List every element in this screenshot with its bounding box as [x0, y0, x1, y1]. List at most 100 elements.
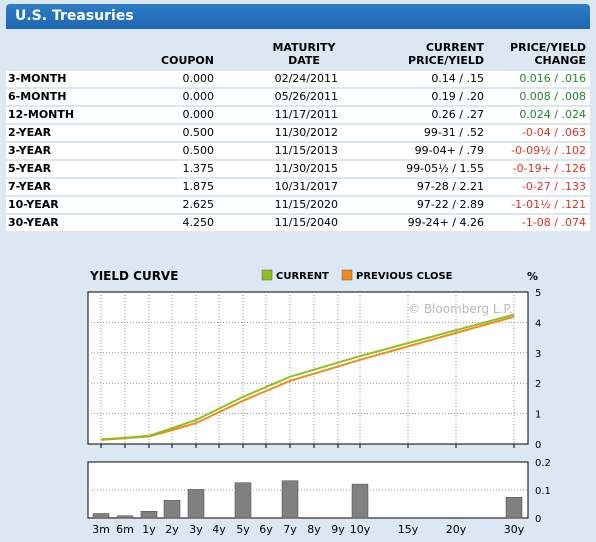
change-cell: -1-01½ / .121: [488, 197, 590, 213]
x-tick-label: 7y: [283, 523, 297, 536]
y-tick-label: 1: [535, 410, 541, 421]
col-coupon-header: COUPON: [161, 54, 214, 67]
line-plot-area: [87, 291, 529, 445]
y-tick-label: 5: [535, 288, 541, 299]
coupon-cell: 0.500: [106, 125, 218, 141]
legend-previous-swatch: [341, 269, 353, 281]
maturity-cell: 11/15/2020: [218, 197, 342, 213]
col-change-text: PRICE/YIELD CHANGE: [510, 41, 586, 67]
change-bar: [351, 483, 369, 519]
maturity-cell: 11/30/2015: [218, 161, 342, 177]
table-row: 7-YEAR 1.875 10/31/2017 97-28 / 2.21 -0-27 /…: [6, 179, 590, 195]
col-price-header: CURRENT PRICE/YIELD: [342, 41, 488, 69]
coupon-cell: 4.250: [106, 215, 218, 231]
change-cell: -0-19+ / .126: [488, 161, 590, 177]
x-tick-label: 30y: [504, 523, 525, 536]
y-tick-label: 0: [535, 440, 541, 451]
current-series-line: [100, 313, 515, 441]
coupon-cell: 1.375: [106, 161, 218, 177]
coupon-cell: 0.000: [106, 89, 218, 105]
table-row: 5-YEAR 1.375 11/30/2015 99-05½ / 1.55 -0-19+…: [6, 161, 590, 177]
col-maturity-header: MATURITY DATE: [218, 41, 342, 69]
term-cell: 3-YEAR: [6, 143, 106, 159]
maturity-cell: 11/17/2011: [218, 107, 342, 123]
table-row: 3-YEAR 0.500 11/15/2013 99-04+ / .79 -0-09½ …: [6, 143, 590, 159]
legend-current-label: CURRENT: [276, 271, 329, 282]
x-tick-label: 9y: [331, 523, 345, 536]
y-tick-label: 2: [535, 379, 541, 390]
x-tick-label: 1y: [142, 523, 156, 536]
term-cell: 3-MONTH: [6, 71, 106, 87]
price-yield-cell: 0.26 / .27: [342, 107, 488, 123]
col-change-header: PRICE/YIELD CHANGE: [488, 41, 590, 69]
price-yield-cell: 0.19 / .20: [342, 89, 488, 105]
y-tick-label: 4: [535, 318, 541, 329]
change-bar: [234, 482, 252, 519]
change-bar: [163, 500, 181, 519]
price-yield-cell: 97-28 / 2.21: [342, 179, 488, 195]
x-tick-label: 4y: [212, 523, 226, 536]
change-bar: [116, 515, 134, 519]
change-cell: -0-09½ / .102: [488, 143, 590, 159]
treasuries-table: COUPON MATURITY DATE CURRENT PRICE/YIELD…: [6, 39, 590, 233]
change-cell: 0.016 / .016: [488, 71, 590, 87]
chart-panel: YIELD CURVE CURRENT PREVIOUS CLOSE % © B…: [0, 262, 596, 538]
price-yield-cell: 99-31 / .52: [342, 125, 488, 141]
chart-title: YIELD CURVE: [89, 269, 178, 283]
maturity-cell: 02/24/2011: [218, 71, 342, 87]
maturity-cell: 11/30/2012: [218, 125, 342, 141]
term-cell: 5-YEAR: [6, 161, 106, 177]
y-tick-label: 3: [535, 349, 541, 360]
change-cell: 0.024 / .024: [488, 107, 590, 123]
legend: CURRENT PREVIOUS CLOSE: [261, 269, 453, 282]
change-bar: [281, 480, 299, 519]
term-cell: 6-MONTH: [6, 89, 106, 105]
change-cell: -0-04 / .063: [488, 125, 590, 141]
coupon-cell: 1.875: [106, 179, 218, 195]
coupon-cell: 0.000: [106, 71, 218, 87]
table-row: 3-MONTH 0.000 02/24/2011 0.14 / .15 0.016 / …: [6, 71, 590, 87]
term-cell: 30-YEAR: [6, 215, 106, 231]
table-row: 10-YEAR 2.625 11/15/2020 97-22 / 2.89 -1-01½…: [6, 197, 590, 213]
coupon-cell: 0.000: [106, 107, 218, 123]
legend-current-swatch: [261, 269, 273, 281]
change-bar: [140, 511, 158, 519]
bar-y-tick-label: 0.1: [535, 486, 551, 497]
x-tick-label: 6m: [116, 523, 134, 536]
table-row: 6-MONTH 0.000 05/26/2011 0.19 / .20 0.008 / …: [6, 89, 590, 105]
page-title: U.S. Treasuries: [6, 4, 590, 29]
change-cell: -0-27 / .133: [488, 179, 590, 195]
term-cell: 7-YEAR: [6, 179, 106, 195]
term-cell: 12-MONTH: [6, 107, 106, 123]
x-tick-label: 10y: [350, 523, 371, 536]
term-cell: 10-YEAR: [6, 197, 106, 213]
col-term-header: [6, 41, 106, 69]
maturity-cell: 11/15/2013: [218, 143, 342, 159]
coupon-cell: 0.500: [106, 143, 218, 159]
change-bar: [187, 489, 205, 519]
change-bar: [505, 497, 523, 519]
col-price-text: CURRENT PRICE/YIELD: [408, 41, 484, 67]
x-tick-label: 5y: [236, 523, 250, 536]
price-yield-cell: 97-22 / 2.89: [342, 197, 488, 213]
table-row: 12-MONTH 0.000 11/17/2011 0.26 / .27 0.024 /…: [6, 107, 590, 123]
change-bar: [92, 513, 110, 519]
change-cell: 0.008 / .008: [488, 89, 590, 105]
table-row: 30-YEAR 4.250 11/15/2040 99-24+ / 4.26 -1-08…: [6, 215, 590, 231]
maturity-cell: 10/31/2017: [218, 179, 342, 195]
col-maturity-text: MATURITY DATE: [272, 41, 336, 67]
x-tick-label: 6y: [259, 523, 273, 536]
x-tick-label: 2y: [165, 523, 179, 536]
price-yield-cell: 99-24+ / 4.26: [342, 215, 488, 231]
x-tick-label: 20y: [446, 523, 467, 536]
maturity-cell: 11/15/2040: [218, 215, 342, 231]
price-yield-cell: 99-05½ / 1.55: [342, 161, 488, 177]
table-header-row: COUPON MATURITY DATE CURRENT PRICE/YIELD…: [6, 41, 590, 69]
table-row: 2-YEAR 0.500 11/30/2012 99-31 / .52 -0-04 / …: [6, 125, 590, 141]
bar-y-tick-label: 0: [535, 514, 541, 525]
x-tick-label: 8y: [307, 523, 321, 536]
x-tick-label: 15y: [398, 523, 419, 536]
term-cell: 2-YEAR: [6, 125, 106, 141]
maturity-cell: 05/26/2011: [218, 89, 342, 105]
x-tick-label: 3y: [189, 523, 203, 536]
